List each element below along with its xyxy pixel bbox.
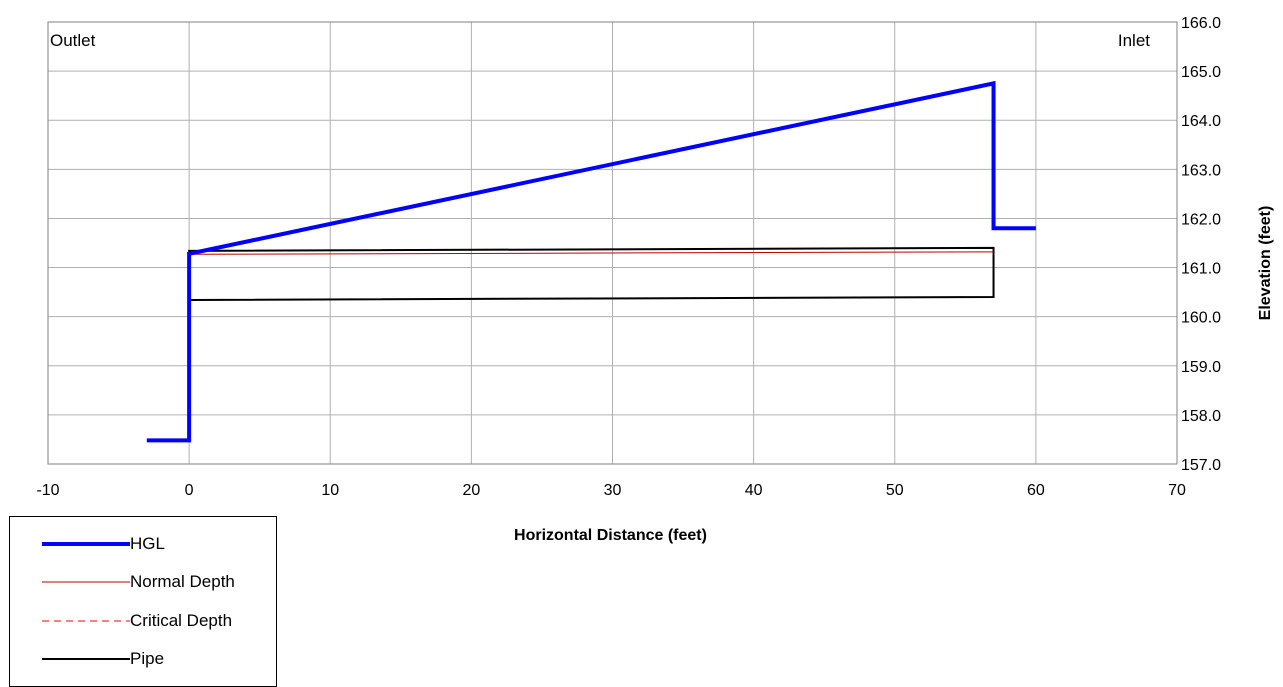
x-axis-title: Horizontal Distance (feet)	[514, 527, 707, 544]
legend-item-critical-depth: Critical Depth	[10, 609, 232, 633]
x-tick-label: 10	[321, 482, 339, 499]
y-tick-label: 160.0	[1181, 310, 1221, 327]
legend-swatch-normal-depth	[42, 581, 130, 583]
inlet-annotation: Inlet	[1118, 31, 1150, 50]
y-tick-label: 165.0	[1181, 64, 1221, 81]
x-tick-label: -10	[36, 482, 59, 499]
legend-label-pipe: Pipe	[130, 649, 165, 668]
outlet-annotation: Outlet	[50, 31, 96, 50]
x-tick-label: 50	[886, 482, 904, 499]
x-tick-label: 60	[1027, 482, 1045, 499]
chart-legend: HGL Normal Depth Critical Depth Pipe	[9, 516, 277, 687]
series-line-hgl	[146, 80, 1036, 443]
gridlines	[47, 21, 1178, 465]
legend-item-hgl: HGL	[10, 532, 165, 556]
y-tick-label: 163.0	[1181, 162, 1221, 179]
x-tick-label: 70	[1168, 482, 1186, 499]
legend-swatch-critical-depth	[42, 620, 130, 622]
y-axis-title: Elevation (feet)	[1257, 206, 1274, 321]
x-tick-label: 40	[745, 482, 763, 499]
x-tick-label: 20	[462, 482, 480, 499]
x-tick-label: 30	[604, 482, 622, 499]
series-line-normal-depth	[189, 251, 994, 255]
y-axis-tick-labels: 157.0 158.0 159.0 160.0 161.0 162.0 163.0 164.0…	[1181, 15, 1221, 474]
y-tick-label: 164.0	[1181, 113, 1221, 130]
y-tick-label: 159.0	[1181, 359, 1221, 376]
y-tick-label: 157.0	[1181, 457, 1221, 474]
y-tick-label: 162.0	[1181, 211, 1221, 228]
y-tick-label: 166.0	[1181, 15, 1221, 32]
legend-swatch-pipe	[42, 658, 130, 660]
legend-swatch-hgl	[42, 542, 130, 546]
x-tick-label: 0	[185, 482, 194, 499]
legend-label-critical-depth: Critical Depth	[130, 611, 233, 630]
legend-label-normal-depth: Normal Depth	[130, 572, 235, 591]
y-tick-label: 161.0	[1181, 261, 1221, 278]
legend-label-hgl: HGL	[130, 534, 165, 553]
series-line-pipe	[188, 246, 995, 301]
series-layer	[146, 80, 1036, 443]
x-axis-tick-labels: -10 0 10 20 30 40 50 60 70	[36, 482, 1186, 499]
y-tick-label: 158.0	[1181, 408, 1221, 425]
plot-area-frame	[47, 21, 1178, 465]
legend-item-pipe: Pipe	[10, 647, 164, 671]
legend-item-normal-depth: Normal Depth	[10, 570, 235, 594]
